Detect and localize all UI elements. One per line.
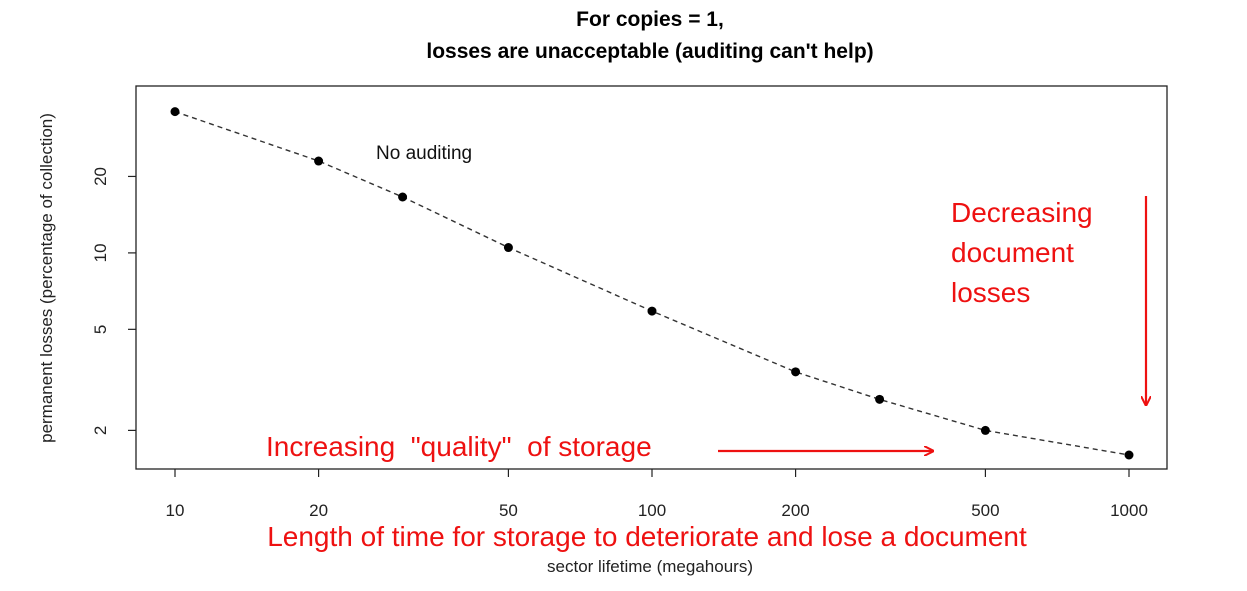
y-tick-label-2: 2	[91, 426, 110, 435]
annotation-decreasing-line2: document	[951, 237, 1074, 268]
x-tick-label-10: 10	[166, 501, 185, 520]
series-label-no-auditing: No auditing	[376, 143, 472, 164]
data-point-10	[170, 107, 180, 117]
data-point-30	[398, 192, 408, 202]
data-point-200	[791, 367, 801, 377]
data-point-500	[980, 425, 990, 435]
data-point-20	[314, 156, 324, 166]
x-tick-label-500: 500	[971, 501, 999, 520]
chart-title-line1: For copies = 1,	[576, 8, 724, 31]
annotation-decreasing-line3: losses	[951, 277, 1030, 308]
data-point-50	[503, 243, 513, 253]
x-tick-label-20: 20	[309, 501, 328, 520]
y-axis: 2 5 10 20	[91, 167, 136, 435]
annotation-increasing-quality: Increasing "quality" of storage	[266, 431, 652, 462]
annotation-decreasing-line1: Decreasing	[951, 197, 1093, 228]
x-axis-label: sector lifetime (megahours)	[547, 557, 753, 576]
annotation-length-of-time: Length of time for storage to deteriorat…	[267, 521, 1027, 552]
x-tick-label-50: 50	[499, 501, 518, 520]
x-tick-label-200: 200	[781, 501, 809, 520]
y-tick-label-5: 5	[91, 325, 110, 334]
data-point-100	[647, 306, 657, 316]
data-point-300	[875, 394, 885, 404]
y-axis-label: permanent losses (percentage of collecti…	[37, 113, 56, 443]
x-axis: 10 20 50 100 200 500 1000	[166, 469, 1148, 520]
data-point-1000	[1124, 450, 1134, 460]
x-tick-label-100: 100	[638, 501, 666, 520]
x-tick-label-1000: 1000	[1110, 501, 1148, 520]
chart-title-line2: losses are unacceptable (auditing can't …	[426, 40, 873, 63]
y-tick-label-10: 10	[91, 243, 110, 262]
y-tick-label-20: 20	[91, 167, 110, 186]
data-points	[170, 107, 1134, 460]
